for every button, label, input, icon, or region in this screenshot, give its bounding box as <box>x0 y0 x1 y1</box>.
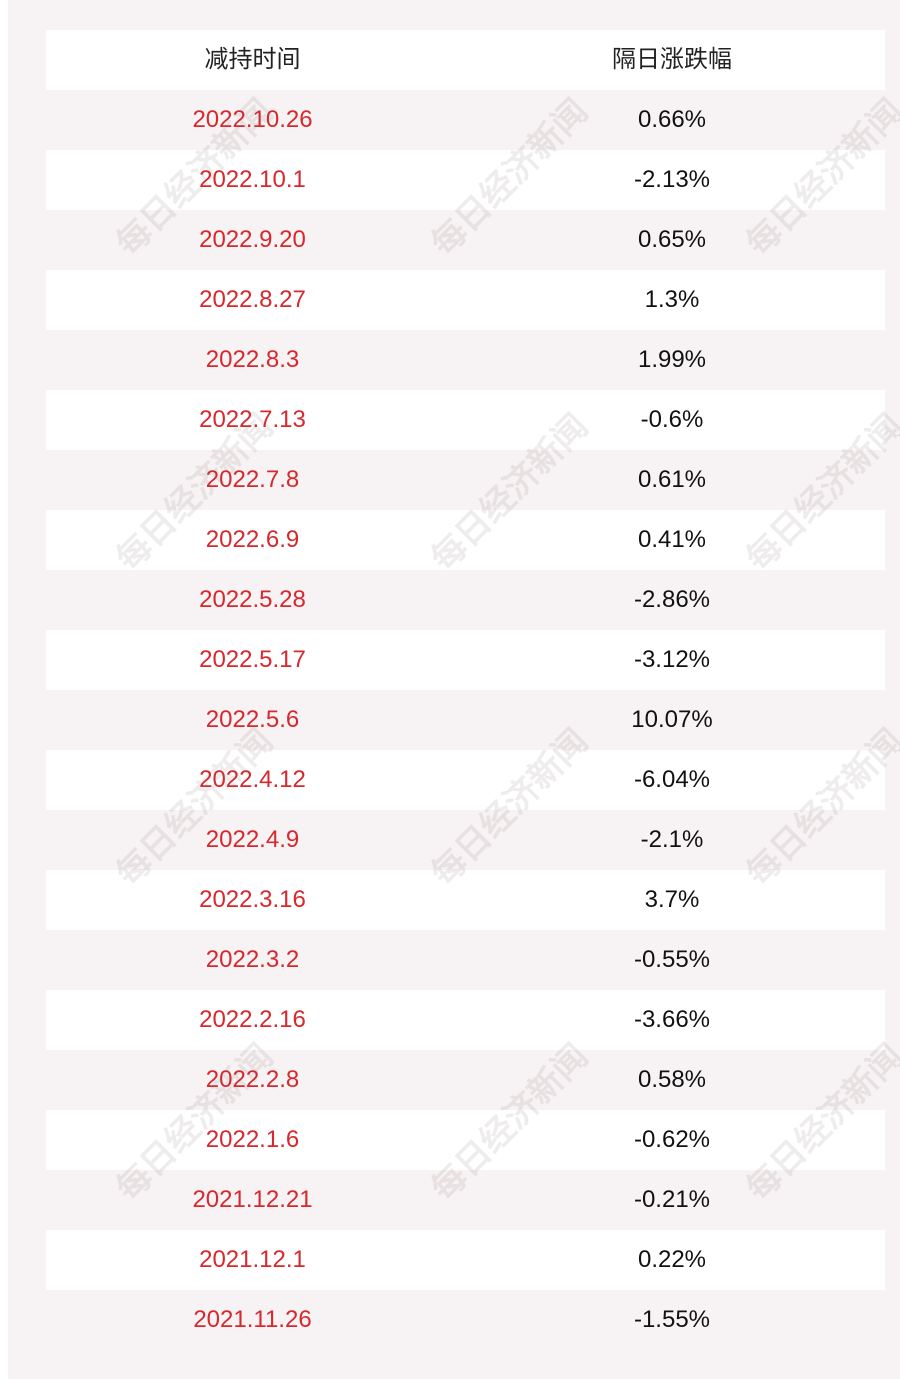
table-row: 2022.2.16 -3.66% <box>46 990 885 1050</box>
change-cell: 0.22% <box>637 1246 707 1273</box>
date-cell: 2021.12.1 <box>199 1246 306 1273</box>
date-cell: 2022.4.9 <box>205 826 300 853</box>
table-row: 2022.5.6 10.07% <box>46 690 885 750</box>
table-row: 2022.5.28 -2.86% <box>46 570 885 630</box>
table-row: 2021.12.1 0.22% <box>46 1230 885 1290</box>
table-header: 减持时间 隔日涨跌幅 <box>46 30 885 90</box>
date-cell: 2022.8.3 <box>205 346 300 373</box>
data-table: 减持时间 隔日涨跌幅 2022.10.26 0.66% 2022.10.1 -2.1… <box>46 30 885 1350</box>
date-cell: 2022.5.6 <box>205 706 300 733</box>
date-cell: 2022.2.8 <box>205 1066 300 1093</box>
table-row: 2022.7.13 -0.6% <box>46 390 885 450</box>
table-row: 2022.3.2 -0.55% <box>46 930 885 990</box>
table-row: 2022.4.12 -6.04% <box>46 750 885 810</box>
change-cell: 3.7% <box>644 886 700 913</box>
table-row: 2022.7.8 0.61% <box>46 450 885 510</box>
change-cell: 0.65% <box>637 226 707 253</box>
change-cell: 10.07% <box>631 706 713 733</box>
header-date: 减持时间 <box>204 46 301 73</box>
change-cell: 1.99% <box>637 346 707 373</box>
change-cell: -3.66% <box>633 1006 711 1033</box>
table-row: 2022.5.17 -3.12% <box>46 630 885 690</box>
change-cell: -0.6% <box>640 406 704 433</box>
change-cell: 1.3% <box>644 286 700 313</box>
table-row: 2022.4.9 -2.1% <box>46 810 885 870</box>
date-cell: 2022.10.1 <box>199 166 306 193</box>
change-cell: 0.61% <box>637 466 707 493</box>
date-cell: 2022.5.28 <box>199 586 306 613</box>
table-row: 2022.9.20 0.65% <box>46 210 885 270</box>
table-row: 2022.6.9 0.41% <box>46 510 885 570</box>
change-cell: -6.04% <box>633 766 711 793</box>
table-row: 2021.11.26 -1.55% <box>46 1290 885 1350</box>
table-row: 2022.3.16 3.7% <box>46 870 885 930</box>
change-cell: -1.55% <box>633 1306 711 1333</box>
date-cell: 2021.12.21 <box>192 1186 313 1213</box>
change-cell: -2.1% <box>640 826 704 853</box>
change-cell: 0.58% <box>637 1066 707 1093</box>
header-change: 隔日涨跌幅 <box>612 46 732 73</box>
table-row: 2021.12.21 -0.21% <box>46 1170 885 1230</box>
date-cell: 2022.7.8 <box>205 466 300 493</box>
table-panel: 减持时间 隔日涨跌幅 2022.10.26 0.66% 2022.10.1 -2.1… <box>8 0 900 1379</box>
change-cell: -0.62% <box>633 1126 711 1153</box>
change-cell: -0.55% <box>633 946 711 973</box>
date-cell: 2022.9.20 <box>199 226 306 253</box>
table-row: 2022.8.3 1.99% <box>46 330 885 390</box>
date-cell: 2022.5.17 <box>199 646 306 673</box>
date-cell: 2022.7.13 <box>199 406 306 433</box>
change-cell: 0.41% <box>637 526 707 553</box>
date-cell: 2022.1.6 <box>205 1126 300 1153</box>
change-cell: -3.12% <box>633 646 711 673</box>
date-cell: 2022.3.2 <box>205 946 300 973</box>
table-row: 2022.1.6 -0.62% <box>46 1110 885 1170</box>
change-cell: -2.86% <box>633 586 711 613</box>
date-cell: 2022.4.12 <box>199 766 306 793</box>
table-row: 2022.2.8 0.58% <box>46 1050 885 1110</box>
table-row: 2022.10.1 -2.13% <box>46 150 885 210</box>
table-row: 2022.8.27 1.3% <box>46 270 885 330</box>
change-cell: 0.66% <box>637 106 707 133</box>
date-cell: 2022.2.16 <box>199 1006 306 1033</box>
date-cell: 2022.6.9 <box>205 526 300 553</box>
date-cell: 2022.8.27 <box>199 286 306 313</box>
date-cell: 2022.3.16 <box>199 886 306 913</box>
change-cell: -0.21% <box>633 1186 711 1213</box>
date-cell: 2021.11.26 <box>193 1306 312 1333</box>
date-cell: 2022.10.26 <box>192 106 313 133</box>
table-row: 2022.10.26 0.66% <box>46 90 885 150</box>
change-cell: -2.13% <box>633 166 711 193</box>
